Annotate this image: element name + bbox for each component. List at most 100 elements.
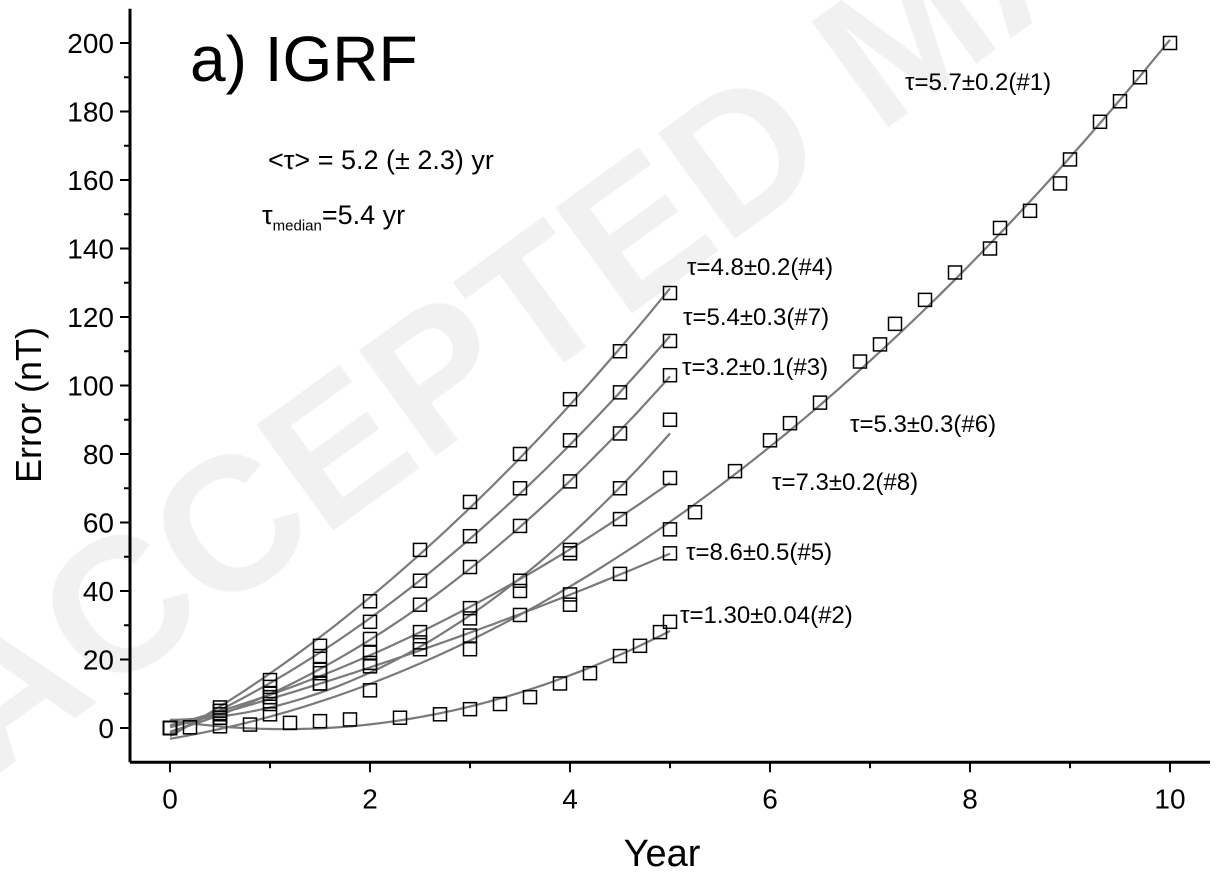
mean-tau-annotation: <τ> = 5.2 (± 2.3) yr	[268, 145, 494, 176]
data-point	[512, 481, 528, 496]
x-axis-label: Year	[624, 833, 701, 873]
data-point	[1092, 114, 1108, 130]
data-point	[312, 638, 328, 654]
series-label-3: τ=3.2±0.1(#3)	[682, 354, 828, 381]
y-tick-label: 180	[67, 97, 114, 128]
y-tick-label: 100	[67, 371, 114, 402]
data-point	[612, 481, 628, 496]
data-point	[727, 463, 743, 479]
data-point	[562, 474, 578, 489]
data-point	[512, 583, 528, 599]
data-point	[312, 676, 328, 691]
data-point	[412, 597, 428, 612]
mean-tau-value: = 5.2 (± 2.3) yr	[317, 145, 494, 175]
data-point	[212, 719, 228, 734]
data-point	[612, 648, 628, 664]
data-point	[412, 624, 428, 640]
data-point	[512, 446, 528, 462]
data-point	[312, 713, 328, 729]
x-tick-label: 2	[362, 783, 378, 814]
series-label-7: τ=5.4±0.3(#7)	[683, 304, 829, 331]
data-point	[632, 638, 648, 654]
data-point	[242, 717, 258, 732]
data-point	[362, 655, 378, 671]
data-point	[662, 522, 678, 537]
data-point	[492, 696, 508, 712]
y-tick-label: 160	[67, 165, 114, 196]
data-point	[462, 611, 478, 626]
data-point	[462, 528, 478, 544]
data-point	[1052, 176, 1068, 191]
data-point	[262, 686, 278, 701]
data-point	[392, 710, 408, 725]
data-point	[362, 594, 378, 609]
data-point	[552, 676, 568, 691]
data-point	[1022, 203, 1038, 219]
y-tick-label: 200	[67, 28, 114, 59]
data-point	[262, 707, 278, 722]
median-tau-value: =5.4 yr	[321, 200, 406, 230]
data-point	[562, 391, 578, 407]
data-point	[662, 412, 678, 427]
data-point	[462, 600, 478, 616]
data-point	[562, 597, 578, 612]
series-label-6: τ=5.3±0.3(#6)	[850, 411, 996, 438]
data-point	[762, 433, 778, 448]
mean-tau-symbol: <τ>	[268, 145, 311, 175]
data-point	[662, 546, 678, 561]
data-point	[282, 715, 298, 731]
data-point	[612, 566, 628, 582]
data-point	[612, 426, 628, 441]
x-tick-label: 4	[562, 783, 578, 814]
data-point	[312, 665, 328, 681]
data-point	[362, 645, 378, 660]
x-tick-label: 0	[162, 783, 178, 814]
data-point	[872, 337, 888, 352]
data-point	[412, 573, 428, 588]
fit-curve-series-2	[169, 630, 671, 731]
data-point	[1062, 152, 1078, 167]
data-point	[1112, 93, 1128, 109]
data-point	[662, 470, 678, 486]
series-label-2: τ=1.30±0.04(#2)	[680, 602, 853, 629]
watermark: ACCEPTED MANUSCRIPT	[0, 0, 1219, 813]
data-point	[462, 641, 478, 657]
data-point	[887, 316, 903, 332]
data-point	[312, 648, 328, 664]
data-point	[182, 720, 198, 735]
data-point	[522, 689, 538, 705]
x-tick-label: 10	[1154, 783, 1185, 814]
fit-curve-series-8	[169, 481, 671, 727]
x-tick-label: 8	[962, 783, 978, 814]
y-tick-label: 140	[67, 234, 114, 265]
median-tau-annotation: τmedian=5.4 yr	[262, 200, 405, 234]
data-point	[412, 542, 428, 558]
median-tau-subscript: median	[272, 217, 322, 235]
data-points	[162, 35, 1178, 736]
series-label-5: τ=8.6±0.5(#5)	[686, 539, 832, 566]
data-point	[812, 395, 828, 410]
data-point	[342, 712, 358, 727]
panel-title: a) IGRF	[190, 23, 418, 95]
data-point	[652, 624, 668, 640]
series-label-8: τ=7.3±0.2(#8)	[772, 469, 918, 496]
data-point	[612, 344, 628, 359]
fit-curve-series-7	[169, 335, 671, 735]
y-tick-label: 120	[67, 302, 114, 333]
series-labels: τ=5.7±0.2(#1) τ=1.30±0.04(#2) τ=3.2±0.1(#3…	[680, 69, 1051, 629]
series-label-4: τ=4.8±0.2(#4)	[687, 254, 833, 281]
data-point	[462, 494, 478, 510]
data-point	[412, 635, 428, 650]
data-point	[662, 614, 678, 630]
y-axis-label: Error (nT)	[8, 327, 49, 483]
data-point	[1162, 35, 1178, 51]
data-point	[562, 546, 578, 561]
data-point	[992, 220, 1008, 236]
series-label-1: τ=5.7±0.2(#1)	[905, 69, 1051, 96]
fit-curve-series-1	[169, 39, 1171, 740]
fit-curve-series-4	[169, 287, 671, 738]
data-point	[462, 628, 478, 643]
data-point	[162, 720, 178, 736]
